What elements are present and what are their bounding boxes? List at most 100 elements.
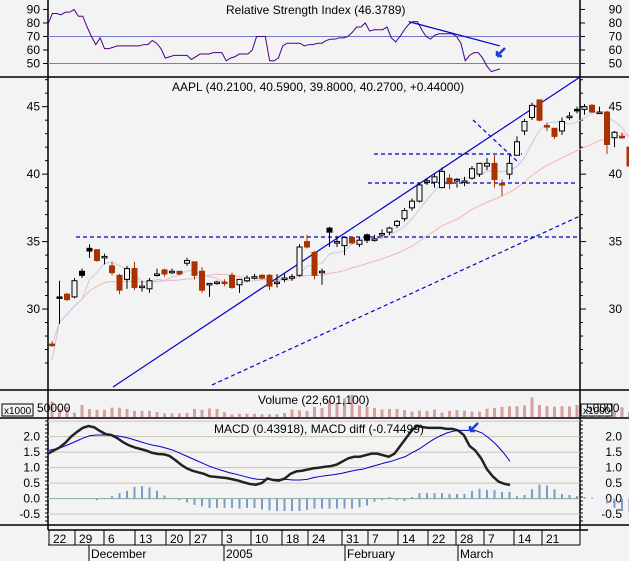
volume-bar (380, 409, 384, 417)
candle-body (499, 183, 505, 186)
candle-body (71, 280, 78, 298)
volume-bar (133, 410, 136, 417)
candle-body (611, 131, 618, 139)
candle-body (529, 104, 535, 118)
candle-body (589, 104, 595, 113)
candle-body (521, 121, 528, 132)
volume-bar (268, 414, 271, 417)
axis-label: 60 (27, 43, 41, 57)
volume-bar (433, 409, 436, 417)
candle-body (604, 111, 610, 145)
candle-body (409, 200, 415, 209)
day-label: 22 (53, 532, 67, 546)
volume-bar (110, 407, 114, 417)
volume-bar (298, 410, 301, 417)
axis-label: 60 (609, 43, 623, 57)
candle-body (386, 227, 393, 233)
volume-bar (358, 405, 361, 417)
candle-body (581, 106, 588, 110)
rsi-line (47, 8, 501, 73)
candle-body (236, 278, 243, 286)
candle-body (251, 276, 258, 279)
axis-label: 0.5 (23, 476, 40, 490)
volume-bar (470, 411, 474, 417)
volume-bar (523, 405, 526, 417)
volume-bar (200, 409, 204, 417)
volume-bar (343, 398, 346, 417)
axis-label: 50 (609, 56, 623, 70)
price-title: AAPL (40.2100, 40.5900, 39.8000, 40.2700… (172, 80, 465, 94)
volume-bar (485, 408, 489, 417)
volume-bar (328, 400, 331, 417)
volume-bar (538, 405, 541, 417)
day-label: 29 (79, 532, 93, 546)
volume-bar (155, 412, 159, 417)
axis-label: -0.5 (601, 507, 622, 521)
day-label: 14 (518, 532, 532, 546)
candle-body (566, 115, 573, 119)
volume-bar (170, 413, 174, 417)
day-label: 6 (108, 532, 115, 546)
candle-body (319, 270, 325, 274)
candle-body (341, 237, 348, 247)
candle-body (439, 170, 445, 189)
volume-bar (118, 407, 121, 417)
volume-bar (440, 412, 444, 417)
day-label: 22 (432, 532, 446, 546)
candle-body (86, 247, 93, 252)
macd-line (47, 424, 511, 487)
volume-bar (290, 409, 294, 417)
arrow-icon (495, 47, 506, 58)
volume-bar (620, 407, 624, 417)
volume-bar (223, 412, 226, 417)
candle-body (206, 282, 213, 286)
axis-label: 1.0 (605, 461, 622, 475)
candle-body (176, 270, 183, 275)
volume-bar (560, 406, 564, 417)
candle-body (56, 296, 63, 299)
axis-label: 40 (27, 167, 41, 181)
candle-body (356, 239, 363, 245)
axis-label: 2.0 (23, 430, 40, 444)
volume-bar (245, 413, 249, 417)
candle-body (169, 270, 175, 274)
candle-body (544, 125, 550, 128)
rsi-title: Relative Strength Index (46.3789) (226, 3, 406, 17)
volume-bar (215, 409, 219, 417)
candle-body (296, 246, 303, 276)
candle-body (394, 220, 400, 226)
volume-bar (373, 407, 376, 417)
volume-bar (553, 406, 556, 417)
trendline (211, 215, 581, 386)
volume-bar (253, 413, 256, 417)
candle-body (349, 237, 355, 244)
candle-body (424, 180, 430, 183)
axis-label: 40 (609, 167, 623, 181)
day-label: 18 (286, 532, 300, 546)
candle-body (551, 127, 558, 137)
candle-body (454, 179, 460, 182)
unit-box (580, 403, 613, 417)
volume-bar (148, 410, 151, 417)
axis-label: 90 (27, 2, 41, 16)
volume-bar (50, 401, 54, 417)
volume-bar (425, 411, 429, 417)
volume-bar (73, 412, 76, 417)
unit-box (1, 403, 34, 417)
candle-body (311, 251, 318, 276)
volume-bar (455, 410, 459, 417)
axis-label: 1.0 (23, 461, 40, 475)
volume-bar (613, 411, 616, 417)
candle-body (334, 241, 340, 244)
volume-bar (365, 406, 369, 417)
candle-body (514, 141, 520, 156)
day-label: 31 (346, 532, 360, 546)
candle-body (506, 162, 513, 175)
candle-body (101, 255, 108, 259)
axis-label: 90 (609, 2, 623, 16)
month-label: 2005 (226, 547, 253, 561)
volume-bar (515, 406, 519, 417)
candle-body (131, 268, 138, 288)
candle-body (491, 162, 498, 181)
candle-body (259, 274, 265, 279)
